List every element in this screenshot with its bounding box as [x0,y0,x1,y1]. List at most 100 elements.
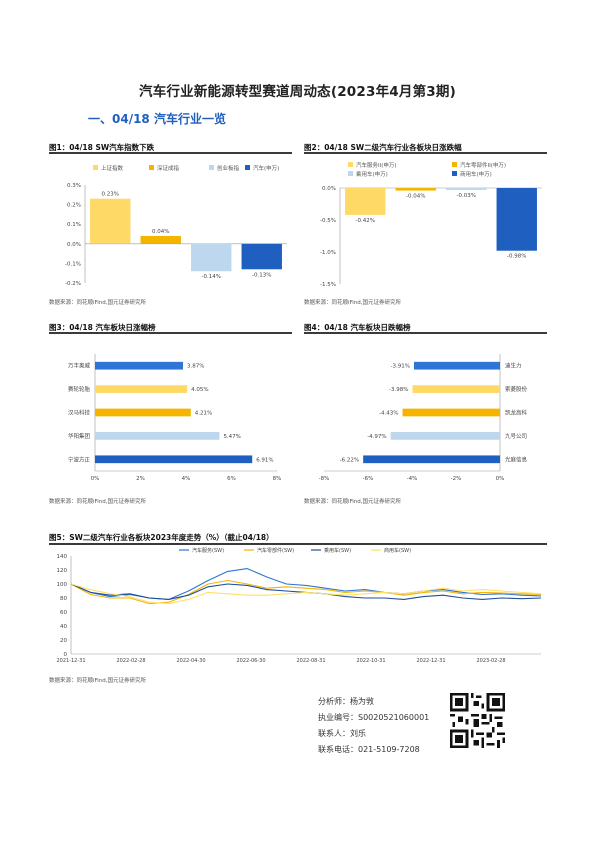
legend-swatch [452,171,457,176]
x-tick-label: 2% [136,476,145,482]
data-label: 5.47% [223,434,240,440]
category-label: 赛轮轮胎 [68,385,91,393]
figure-5-source: 数据来源：同花顺iFind,国元证券研究所 [49,678,147,684]
y-tick-label: -1.0% [320,250,336,256]
bar [191,243,232,272]
figure-4-source: 数据来源：同花顺iFind,国元证券研究所 [304,499,402,505]
bar [496,188,537,251]
data-label: -3.98% [389,387,408,393]
y-tick-label: 0.2% [67,203,81,209]
legend-label: 汽车零部件II(申万) [460,161,506,169]
figure-3-rule [49,332,292,334]
x-tick-label: 2022-02-28 [116,658,145,664]
category-label: 迪生力 [505,362,522,370]
series-line [70,583,542,605]
legend-swatch [93,165,98,170]
y-tick-label: -0.2% [65,281,81,287]
bar [95,408,191,417]
x-tick-label: -6% [363,476,374,482]
data-label: 0.04% [152,229,169,235]
data-label: -4.97% [367,434,386,440]
y-tick-label: 0.0% [67,242,81,248]
y-tick-label: 0.3% [67,183,81,189]
bar [402,408,500,417]
x-tick-label: 4% [182,476,191,482]
figure-2-source: 数据来源：同花顺iFind,国元证券研究所 [304,300,402,306]
legend-label: 商用车(SW) [384,547,411,554]
section-heading: 一、04/18 汽车行业一览 [88,112,226,126]
data-label: -0.14% [202,274,221,280]
category-label: 宁波方正 [68,455,91,463]
y-tick-label: 80 [60,596,67,602]
figure-1-source: 数据来源：同花顺iFind,国元证券研究所 [49,300,147,306]
x-tick-label: 2022-10-31 [356,658,385,664]
legend-label: 深证成指 [157,164,180,172]
analyst-name: 分析师：杨为敩 [318,697,374,706]
data-label: -0.13% [252,272,271,278]
legend-swatch [209,165,214,170]
y-tick-label: 140 [57,554,68,560]
bar [90,198,131,244]
analyst-license: 执业编号：S0020521060001 [318,713,430,722]
data-label: 4.21% [195,411,212,417]
y-tick-label: 0.0% [322,186,336,192]
x-tick-label: 2021-12-31 [56,658,85,664]
figure-3-chart: 0% 2% 4% 6% 8% 万丰奥威 3.87% 赛轮轮胎 4.05% 汉马科技 4.21% 华阳集… [68,354,282,482]
x-tick-label: 0% [496,476,505,482]
data-label: 0.23% [102,192,119,198]
bar [395,188,436,191]
y-tick-label: 0 [64,652,68,658]
qr-code-icon [450,693,505,748]
category-label: 索菱股份 [505,385,528,393]
bar [95,455,253,464]
data-label: 6.91% [256,457,273,463]
series-line [70,568,542,600]
y-tick-label: 120 [57,568,68,574]
x-tick-label: -2% [451,476,462,482]
legend-label: 商用车(申万) [460,170,492,178]
x-tick-label: 0% [91,476,100,482]
y-tick-label: -0.5% [320,218,336,224]
x-tick-label: 2022-06-30 [236,658,265,664]
bar [345,188,386,215]
bar [95,385,188,393]
figure-1-chart: 上证指数 深证成指 创业板指 汽车(申万) -0.2% -0.1% 0.0% 0.1% 0.2%… [65,164,287,287]
y-tick-label: -1.5% [320,282,336,288]
figure-2-title: 图2：04/18 SW二级汽车行业各板块日涨跌幅 [304,143,462,152]
legend-label: 汽车服务(SW) [192,547,224,554]
figure-1-title: 图1：04/18 SW汽车指数下跌 [49,143,155,152]
figure-5-chart: 0 20 40 60 80 100 120 140 2021-12-31 2022-02-28 20… [56,547,542,664]
figure-2-chart: 汽车服务II(申万) 汽车零部件II(申万) 乘用车(申万) 商用车(申万) -1.5%… [320,161,542,288]
legend-swatch [348,162,353,167]
x-tick-label: 8% [273,476,282,482]
bar [390,432,500,440]
y-tick-label: 0.1% [67,222,81,228]
legend-label: 乘用车(SW) [324,547,351,554]
series-line [70,579,542,605]
y-tick-label: 60 [60,610,67,616]
y-tick-label: 40 [60,624,67,630]
bar [140,235,181,244]
data-label: -0.03% [457,193,476,199]
category-label: 万丰奥威 [68,362,91,370]
bar [412,385,500,393]
bar [413,361,500,370]
bar [95,361,184,370]
data-label: -0.42% [356,218,375,224]
figure-3-source: 数据来源：同花顺iFind,国元证券研究所 [49,499,147,505]
category-label: 汉马科技 [68,409,91,417]
x-tick-label: 2022-12-31 [416,658,445,664]
contact-phone: 联系电话：021-5109-7208 [318,745,420,754]
figure-1-rule [49,152,292,154]
figure-5-rule [49,543,547,545]
legend-swatch [348,171,353,176]
page-title: 汽车行业新能源转型赛道周动态(2023年4月第3期) [139,84,456,100]
legend-label: 汽车(申万) [253,164,279,172]
bar [95,432,220,440]
legend-label: 汽车服务II(申万) [356,161,397,169]
legend-label: 乘用车(申万) [356,170,388,178]
y-tick-label: -0.1% [65,261,81,267]
data-label: 3.87% [187,364,204,370]
x-tick-label: 2022-04-30 [176,658,205,664]
x-tick-label: -8% [319,476,330,482]
